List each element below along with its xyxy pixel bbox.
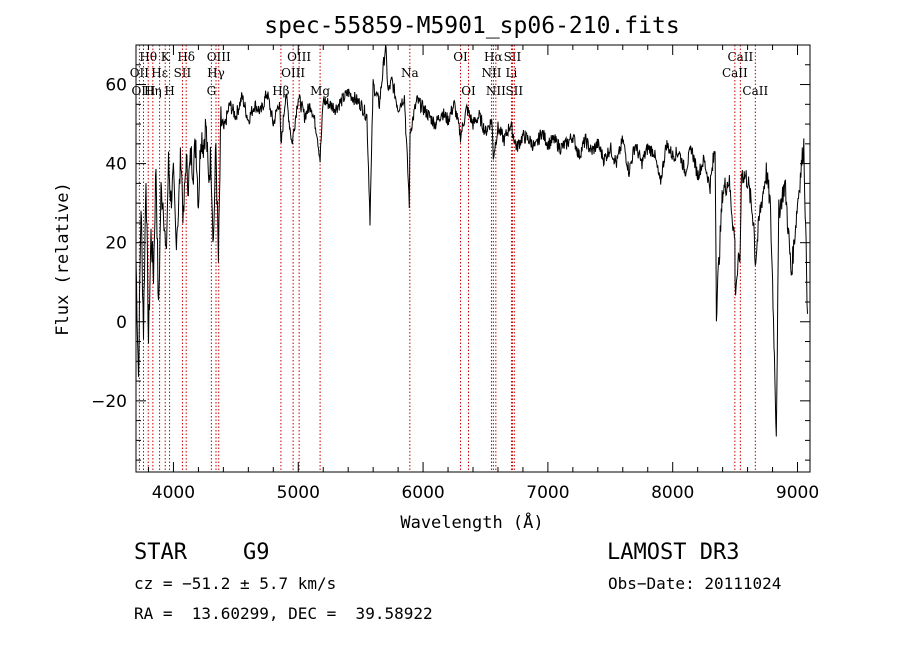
y-tick-label: 60 [105, 76, 127, 96]
emission-line-label: Li [506, 66, 518, 80]
emission-line-label: Hη [144, 84, 162, 98]
emission-line-label: Na [401, 66, 419, 80]
emission-line-label: OIII [207, 50, 231, 64]
emission-line-label: G [207, 84, 217, 98]
emission-line-label: K [161, 50, 171, 64]
spectrum-line [135, 44, 808, 437]
axis-ticks-layer: 4000 5000 6000 7000 8000 9000 −20 0 20 40 60 [91, 44, 819, 503]
x-tick-label: 7000 [526, 483, 569, 503]
emission-line-label: H [164, 84, 174, 98]
emission-line-label: OII [130, 66, 150, 80]
emission-line-label: OI [453, 50, 468, 64]
emission-line-label: NII [486, 84, 506, 98]
emission-line-label: Hγ [207, 66, 225, 80]
x-tick-label: 4000 [152, 483, 195, 503]
object-subclass: G9 [243, 540, 270, 565]
observation-date: Obs−Date: 20111024 [608, 574, 782, 593]
y-tick-label: 20 [105, 234, 127, 254]
emission-line-label: SII [505, 84, 523, 98]
y-axis-label: Flux (relative) [53, 182, 73, 336]
emission-line-label: OI [461, 84, 476, 98]
emission-line-label: OIII [281, 66, 305, 80]
emission-line-label: OIII [131, 84, 155, 98]
emission-line-label: SII [504, 50, 522, 64]
x-tick-label: 9000 [776, 483, 819, 503]
survey-name: LAMOST DR3 [607, 540, 740, 565]
emission-line-label: Hε [151, 66, 168, 80]
chart-title: spec-55859-M5901_sp06-210.fits [264, 13, 679, 39]
ra-dec-coordinates: RA = 13.60299, DEC = 39.58922 [134, 604, 433, 623]
object-class: STAR [134, 540, 187, 565]
x-tick-label: 8000 [651, 483, 694, 503]
x-axis-label: Wavelength (Å) [400, 511, 543, 533]
y-tick-label: 40 [105, 155, 127, 175]
emission-line-label: CaII [727, 50, 753, 64]
emission-line-label: Mg [310, 84, 330, 98]
x-tick-label: 6000 [401, 483, 444, 503]
emission-line-label: CaII [742, 84, 768, 98]
y-tick-label: −20 [91, 392, 127, 412]
redshift-velocity: cz = −51.2 ± 5.7 km/s [134, 574, 337, 593]
emission-line-label: CaII [722, 66, 748, 80]
emission-line-label: Hα [484, 50, 503, 64]
emission-line-label: Hθ [139, 50, 157, 64]
emission-line-label: Hδ [177, 50, 195, 64]
emission-line-label: SII [174, 66, 192, 80]
y-tick-label: 0 [116, 313, 127, 333]
x-tick-label: 5000 [277, 483, 320, 503]
emission-line-label: OIII [287, 50, 311, 64]
emission-line-label: NII [481, 66, 501, 80]
spectrum-layer [135, 44, 808, 437]
